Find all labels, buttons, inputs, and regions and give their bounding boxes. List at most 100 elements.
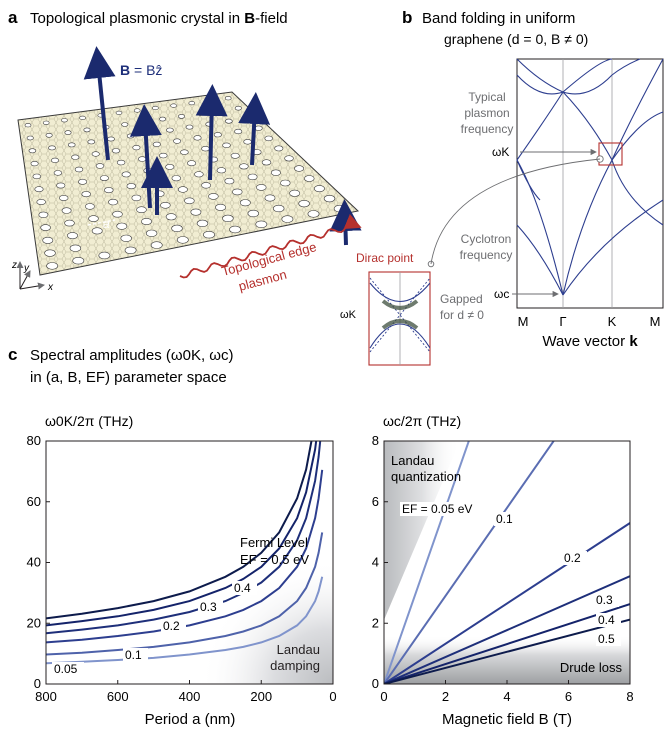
lattice-hole [165, 213, 177, 221]
lattice-hole [234, 105, 242, 111]
lattice-hole [298, 200, 310, 208]
lattice-hole [274, 145, 284, 152]
lattice-hole [34, 186, 44, 193]
x-tick-label: 0 [380, 689, 387, 704]
lattice-hole [108, 198, 118, 206]
lattice-hole [201, 182, 211, 189]
lattice-hole [176, 236, 189, 244]
lattice-hole [177, 186, 188, 193]
chart-left: ω0K/2π (THz) 800 600 400 200 0 0 20 40 60 80 Peri… [27, 413, 337, 728]
lattice-hole [171, 175, 182, 182]
cyclotron-label-2: frequency [460, 248, 513, 262]
lattice-hole [185, 124, 194, 130]
lattice-hole [180, 149, 189, 155]
lattice-hole [190, 208, 202, 216]
lattice-hole [216, 167, 227, 174]
x-tick-label: 8 [626, 689, 633, 704]
lattice-hole [48, 145, 56, 151]
lattice-hole [193, 135, 202, 141]
axes-icon [16, 261, 45, 290]
lattice-hole [38, 211, 49, 219]
series-line [384, 522, 630, 684]
lattice-hole [78, 178, 88, 185]
series-label: 0.05 [54, 662, 78, 676]
series-label-bg [52, 662, 84, 676]
chart-left-line-labels: 0.4 0.3 0.2 0.1 0.05 [52, 581, 257, 676]
lattice-hole [53, 170, 63, 176]
lattice-hole [50, 157, 59, 163]
band-diagram-frame [516, 58, 664, 309]
series-label-bg [232, 581, 257, 595]
lattice-hole [36, 199, 46, 206]
landau-quantization-label-2: quantization [391, 469, 461, 484]
lattice-hole [64, 130, 72, 135]
lattice-hole [224, 177, 235, 185]
series-label: EF = 0.05 eV [402, 502, 472, 516]
series-label: 0.3 [200, 600, 217, 614]
series-line [384, 441, 470, 684]
lattice-hole [224, 96, 232, 101]
xtick-gamma: Γ [559, 314, 566, 329]
lattice-hole [124, 246, 137, 255]
band-curve [562, 199, 664, 296]
lattice-hole [222, 142, 231, 149]
xtick-m2: M [650, 314, 661, 329]
lattice-hole [280, 179, 291, 187]
lattice-hole [188, 100, 196, 106]
series-label: 0.2 [564, 551, 581, 565]
panel-c-title-2: in (a, B, EF) parameter space [30, 369, 227, 386]
lattice-hole [99, 175, 109, 181]
lattice-hole [24, 123, 32, 128]
band-curve [611, 159, 664, 226]
lattice-hole [72, 257, 85, 265]
band-curve [516, 224, 564, 296]
series-line [46, 469, 324, 644]
y-tick-label: 80 [27, 433, 41, 448]
field-arrow-icon [238, 92, 271, 166]
lattice-hole [126, 133, 135, 139]
lattice-hole [244, 115, 253, 121]
panel-a-title: Topological plasmonic crystal in B-field [30, 10, 288, 27]
lattice-hole [256, 184, 267, 191]
lattice-hole [173, 138, 182, 144]
lattice-hole [112, 148, 121, 154]
band-curve [516, 159, 541, 201]
lattice-hole [239, 163, 249, 170]
lattice-hole [46, 262, 59, 270]
series-label-bg [596, 632, 621, 646]
lattice-hole [120, 234, 132, 242]
drude-loss-label: Drude loss [560, 660, 623, 675]
lattice-hole [42, 236, 54, 244]
fermi-level-title-2: EF = 0.5 eV [240, 552, 309, 567]
lattice-hole [44, 249, 56, 257]
lattice-hole [131, 194, 142, 202]
lattice-hole [30, 161, 39, 167]
lattice-hole [115, 110, 123, 115]
series-line [46, 441, 318, 627]
chart-right: ωc/2π (THz) 0 2 4 6 8 0 2 4 6 8 Magnetic field B … [372, 413, 634, 728]
x-tick-label: 4 [503, 689, 510, 704]
lattice-hole [133, 108, 141, 113]
panel-c-title-1: Spectral amplitudes (ω0K, ωc) [30, 347, 234, 364]
panel-b-letter: b [402, 8, 412, 27]
lattice-hole [152, 141, 161, 147]
lattice-hole [273, 204, 285, 213]
lattice-hole [323, 195, 336, 203]
chart-right-plot [384, 441, 630, 684]
series-label-bg [494, 512, 519, 526]
gapped-label-1: Gapped [440, 292, 483, 306]
series-label-bg [594, 593, 619, 607]
xtick-k: K [608, 314, 617, 329]
lattice-hole [261, 159, 272, 166]
panel-a-letter: a [8, 8, 18, 27]
lattice-hole [91, 151, 100, 157]
series-label-bg [596, 613, 621, 627]
series-label-bg [562, 551, 587, 565]
field-arrow-icon [83, 46, 116, 161]
series-label: 0.1 [496, 512, 513, 526]
band-curve [516, 111, 664, 296]
series-line [46, 441, 313, 620]
panel-c-letter: c [8, 345, 17, 364]
x-tick-label: 400 [179, 689, 201, 704]
field-arrows [83, 46, 362, 246]
